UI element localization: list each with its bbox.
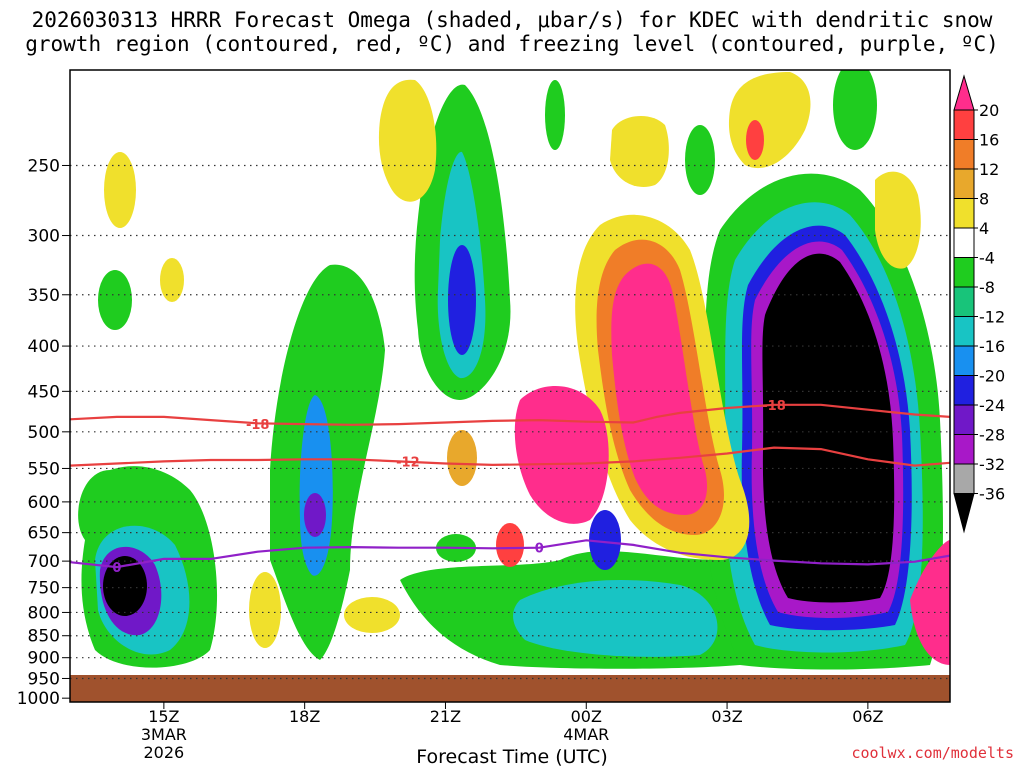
omega-patch-small-green-4 xyxy=(833,70,877,150)
x-tick-date-15Z: 3MAR xyxy=(141,725,187,744)
contour-label-4: 0 xyxy=(535,542,544,557)
colorbar-label-0: 20 xyxy=(979,101,999,120)
omega-shaded-field xyxy=(70,70,950,702)
omega-min-21z xyxy=(448,245,476,355)
colorbar-label-13: -36 xyxy=(979,485,1005,504)
omega-min-00z xyxy=(589,510,621,570)
colorbar-label-9: -20 xyxy=(979,367,1005,386)
colorbar-swatch-13 xyxy=(953,463,975,494)
pressure-gridlines xyxy=(70,164,950,680)
contour-label-3: 0 xyxy=(112,561,121,576)
y-tick-label-300: 300 xyxy=(28,227,60,247)
omega-descent-small-1 xyxy=(496,523,524,567)
y-tick-label-500: 500 xyxy=(28,423,60,443)
contour-line--18-0 xyxy=(70,403,950,426)
omega-descent-bottom-right xyxy=(910,540,950,665)
colorbar-swatch-10 xyxy=(953,375,975,406)
colorbar-label-7: -12 xyxy=(979,308,1005,327)
ground-surface xyxy=(70,675,950,702)
colorbar-legend: 20 16 12 8 4 -4 -8 -12 -16 -20 -24 -28 -32 -36 xyxy=(953,74,1005,534)
colorbar-label-12: -32 xyxy=(979,455,1005,474)
colorbar-swatch-11 xyxy=(953,404,975,435)
y-tick-label-950: 950 xyxy=(28,669,60,689)
contour-line-0-2 xyxy=(70,539,950,569)
colorbar-label-11: -28 xyxy=(979,426,1005,445)
contour-label-1: -12 xyxy=(396,455,420,470)
colorbar-swatch-5 xyxy=(953,227,975,258)
y-tick-label-800: 800 xyxy=(28,603,60,623)
colorbar-swatch-4 xyxy=(953,198,975,229)
omega-patch-small-green-3 xyxy=(685,125,715,195)
temperature-contours: -18 -12 -18 0 0 xyxy=(70,399,950,576)
colorbar-label-3: 8 xyxy=(979,190,989,209)
colorbar-swatch-12 xyxy=(953,434,975,465)
x-tick-date-00Z: 4MAR xyxy=(563,725,609,744)
y-tick-label-450: 450 xyxy=(28,382,60,402)
x-tick-label-15Z: 15Z xyxy=(148,707,179,726)
colorbar-min-arrow xyxy=(953,493,975,534)
omega-patch-top-2 xyxy=(610,115,669,188)
x-tick-label-21Z: 21Z xyxy=(430,707,461,726)
y-tick-label-1000: 1000 xyxy=(17,689,60,709)
omega-patch-top-3-core xyxy=(746,120,764,160)
colorbar-label-4: 4 xyxy=(979,219,989,238)
omega-patch-bottom-1 xyxy=(249,572,281,648)
chart-title-line-1: 2026030313 HRRR Forecast Omega (shaded, … xyxy=(31,8,993,32)
colorbar-label-1: 16 xyxy=(979,131,999,150)
colorbar-label-5: -4 xyxy=(979,249,995,268)
x-tick-label-18Z: 18Z xyxy=(289,707,320,726)
source-credit: coolwx.com/modelts xyxy=(851,744,1014,762)
colorbar-max-arrow xyxy=(953,74,975,111)
x-tick-label-03Z: 03Z xyxy=(711,707,742,726)
omega-descent-pink xyxy=(611,263,708,515)
y-axis: 2503003504004505005506006507007508008509… xyxy=(17,156,70,709)
plot-frame xyxy=(69,69,951,703)
omega-patch-bottom-2 xyxy=(344,597,400,633)
x-tick-label-00Z: 00Z xyxy=(571,707,602,726)
colorbar-swatch-8 xyxy=(953,316,975,347)
contour-line--12-1 xyxy=(70,446,950,467)
y-tick-label-400: 400 xyxy=(28,337,60,357)
x-axis-title: Forecast Time (UTC) xyxy=(416,746,608,768)
colorbar-label-8: -16 xyxy=(979,337,1005,356)
contour-label-0: -18 xyxy=(246,418,270,433)
omega-patch-right-1 xyxy=(875,171,921,269)
y-tick-label-650: 650 xyxy=(28,524,60,544)
y-tick-label-350: 350 xyxy=(28,286,60,306)
chart-title-line-2: growth region (contoured, red, ºC) and f… xyxy=(25,32,999,56)
omega-patch-small-green-1 xyxy=(98,270,132,330)
colorbar-label-6: -8 xyxy=(979,278,995,297)
colorbar-swatch-3 xyxy=(953,168,975,199)
omega-patch-top-3 xyxy=(728,72,811,169)
colorbar-label-10: -24 xyxy=(979,396,1005,415)
colorbar-swatch-1 xyxy=(953,109,975,140)
colorbar-swatch-6 xyxy=(953,257,975,288)
omega-band-lower-inner xyxy=(513,580,718,657)
colorbar-swatch-2 xyxy=(953,139,975,170)
y-tick-label-250: 250 xyxy=(28,156,60,176)
colorbar-swatch-9 xyxy=(953,345,975,376)
colorbar-swatch-7 xyxy=(953,286,975,317)
contour-label-2: -18 xyxy=(762,399,786,414)
omega-patch-left-1 xyxy=(104,152,136,228)
omega-patch-top-1 xyxy=(378,79,437,202)
omega-max-right xyxy=(762,253,895,603)
x-tick-year-15Z: 2026 xyxy=(144,743,185,762)
omega-min-18z xyxy=(304,493,326,537)
y-tick-label-900: 900 xyxy=(28,649,60,669)
omega-descent-small-2 xyxy=(447,430,477,486)
colorbar-label-2: 12 xyxy=(979,160,999,179)
omega-descent-pink-2 xyxy=(514,386,609,524)
omega-patch-left-2 xyxy=(160,258,184,302)
y-tick-label-850: 850 xyxy=(28,627,60,647)
y-tick-label-750: 750 xyxy=(28,579,60,599)
y-tick-label-700: 700 xyxy=(28,552,60,572)
x-tick-label-06Z: 06Z xyxy=(852,707,883,726)
omega-min-left xyxy=(103,556,147,616)
omega-patch-small-green-2 xyxy=(545,80,565,150)
y-tick-label-550: 550 xyxy=(28,459,60,479)
y-tick-label-600: 600 xyxy=(28,493,60,513)
